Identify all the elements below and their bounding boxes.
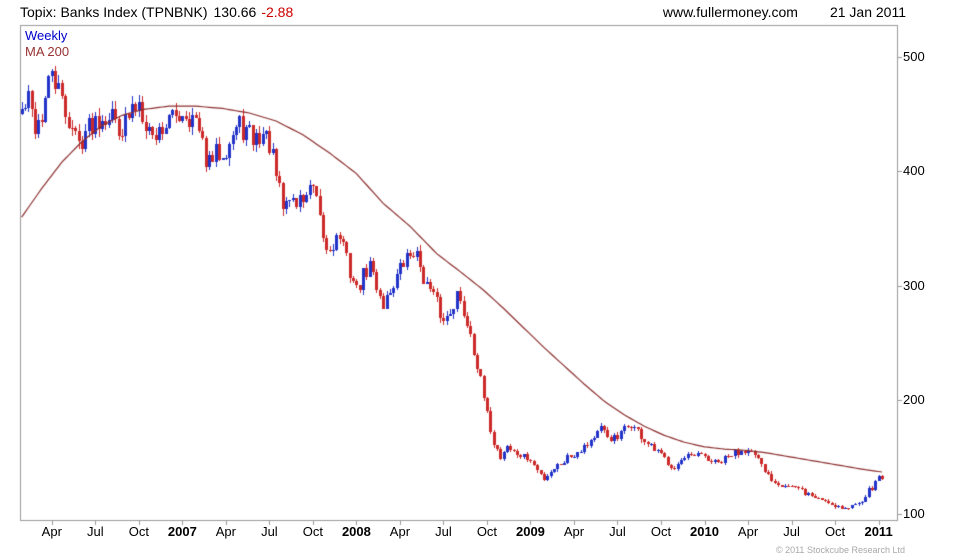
x-axis-label: Oct [476,524,498,539]
y-axis-label: 500 [903,49,925,64]
x-axis-label: 2010 [690,524,719,539]
y-axis-label: 400 [903,163,925,179]
x-axis-label: Oct [128,524,149,539]
x-axis-label: Jul [261,524,278,539]
y-axis-label: 100 [903,506,925,522]
x-axis-label: Oct [302,524,324,539]
x-axis-label: 2009 [515,524,545,539]
x-axis-label: 2007 [167,524,197,539]
x-axis-label: Jul [783,524,800,539]
x-axis-label: Oct [824,524,846,539]
chart-legend: Weekly MA 200 [25,28,69,60]
x-axis-label: Apr [41,524,62,539]
x-axis-label: 2011 [864,524,893,539]
x-axis-label: Apr [737,524,759,539]
x-axis-label: 2008 [341,524,371,539]
y-axis-label: 200 [903,391,925,407]
x-axis-label: Apr [563,524,585,539]
copyright-notice: © 2011 Stockcube Research Ltd [775,545,905,555]
y-axis-label: 300 [903,277,925,293]
x-axis-label: Apr [215,524,236,539]
x-axis-label: Apr [389,524,411,539]
x-axis-label: Jul [609,524,626,539]
ma-legend-label: MA 200 [25,44,70,59]
x-axis-label: Jul [87,524,104,539]
timeframe-label: Weekly [25,28,68,43]
x-axis-label: Oct [650,524,672,539]
x-axis-label: Jul [435,524,452,539]
